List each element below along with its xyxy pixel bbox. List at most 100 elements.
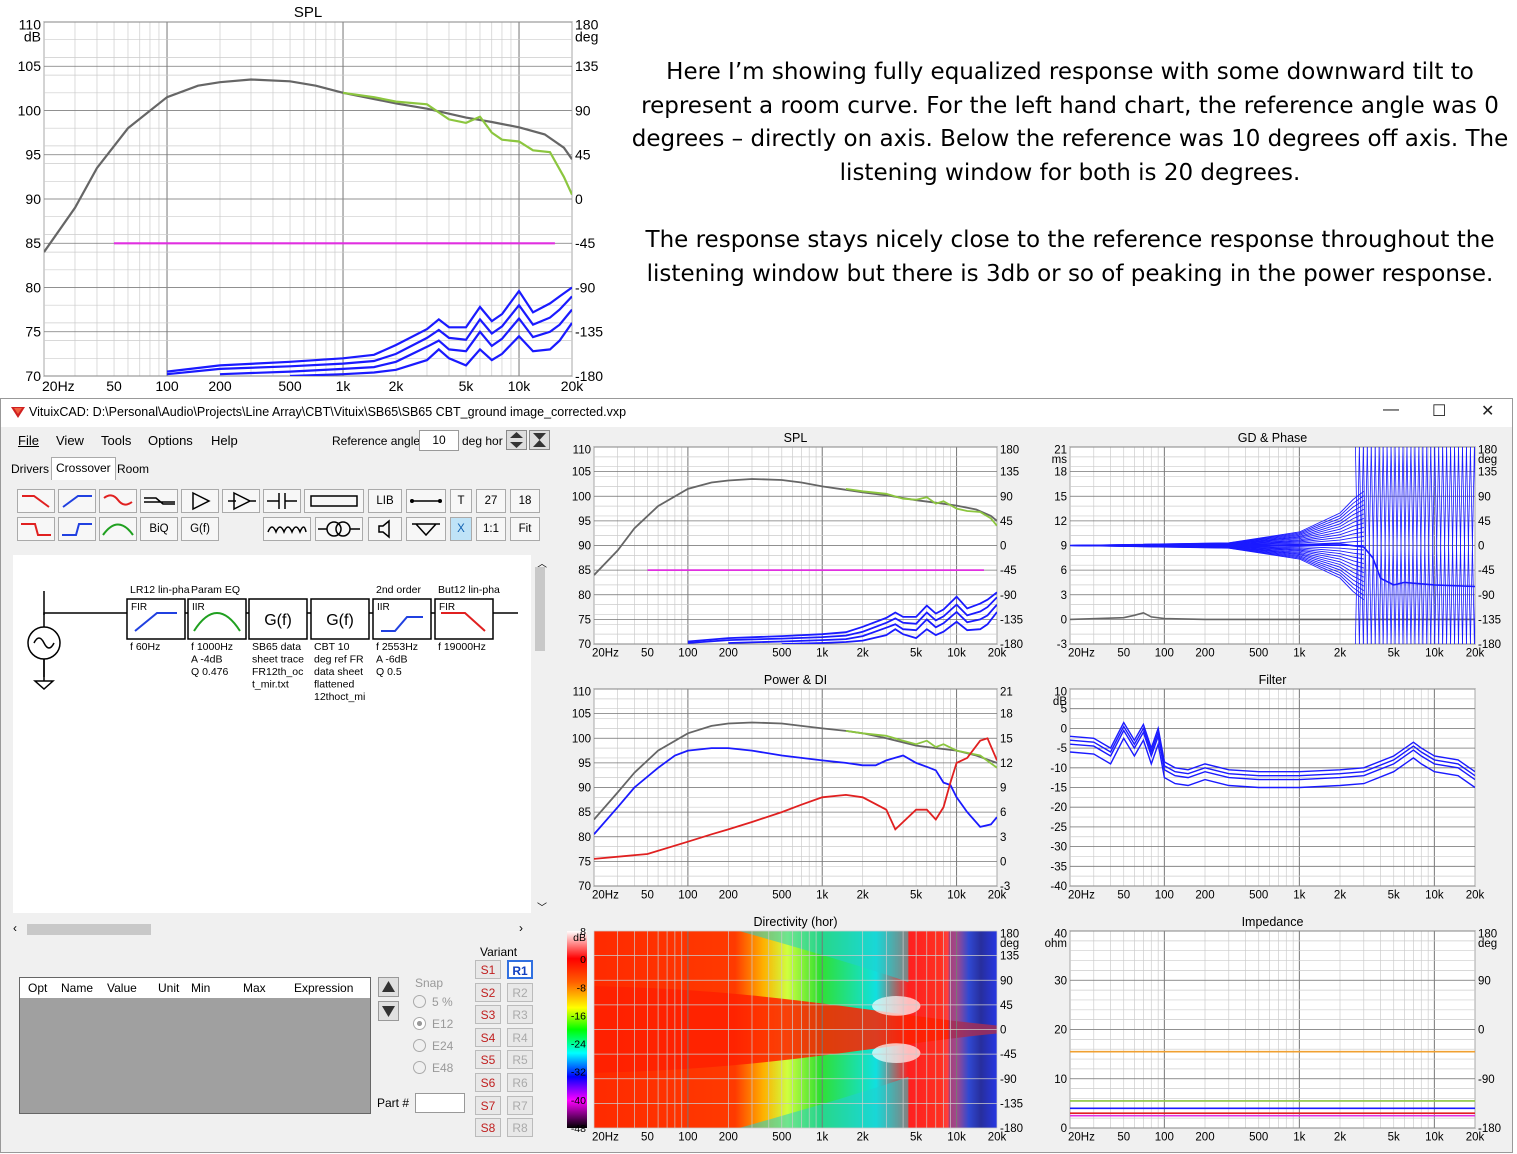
grid-col-value[interactable]: Value bbox=[107, 981, 137, 995]
schematic-canvas[interactable]: LR12 lin-pha FIR f 60Hz Param EQ IIR f 1000Hz… bbox=[13, 555, 531, 913]
variant-r5-button[interactable]: R5 bbox=[507, 1050, 533, 1070]
variant-r3-button[interactable]: R3 bbox=[507, 1005, 533, 1025]
transformer-button[interactable] bbox=[315, 517, 363, 541]
text-button[interactable]: T bbox=[450, 489, 472, 513]
filter-block-6[interactable]: But12 lin-pha FIR f 19000Hz bbox=[434, 584, 500, 653]
snap-option-e24[interactable]: E24 bbox=[413, 1039, 453, 1053]
variant-r7-button[interactable]: R7 bbox=[507, 1095, 533, 1115]
shelf-button[interactable] bbox=[140, 489, 178, 513]
snap-option-e12[interactable]: E12 bbox=[413, 1017, 453, 1031]
schematic-vertical-scrollbar[interactable]: ︿ ﹀ bbox=[533, 555, 547, 914]
lib-button[interactable]: LIB bbox=[368, 489, 402, 513]
reference-spinner[interactable] bbox=[506, 430, 550, 450]
menu-tools[interactable]: Tools bbox=[101, 433, 132, 448]
series-line-blue bbox=[594, 747, 997, 835]
snap-option-e48[interactable]: E48 bbox=[413, 1061, 453, 1075]
grid-col-opt[interactable]: Opt bbox=[28, 981, 48, 995]
variant-s2-button[interactable]: S2 bbox=[475, 982, 501, 1002]
block-param: Q 0.476 bbox=[191, 666, 229, 678]
grid-col-min[interactable]: Min bbox=[191, 981, 211, 995]
tab-room[interactable]: Room bbox=[117, 462, 150, 476]
schematic-horizontal-scrollbar[interactable]: ‹ › bbox=[13, 921, 531, 937]
y2-tick-label: 90 bbox=[1000, 491, 1013, 503]
driver-button[interactable] bbox=[368, 517, 402, 541]
reference-angle-input[interactable]: 10 bbox=[419, 430, 459, 451]
series-line-green bbox=[845, 488, 997, 527]
delete-x-button[interactable]: X bbox=[450, 517, 472, 541]
ground-button[interactable] bbox=[406, 517, 446, 541]
move-buttons[interactable] bbox=[378, 977, 400, 1023]
menu-options[interactable]: Options bbox=[148, 433, 193, 448]
series-line-red bbox=[594, 737, 997, 860]
x-tick-label: 500 bbox=[278, 378, 302, 394]
phase-wrap-line bbox=[1374, 447, 1380, 644]
peaking-green-button[interactable] bbox=[99, 517, 137, 541]
lowpass2-red-button[interactable] bbox=[17, 517, 55, 541]
phase-wrap-line bbox=[1406, 447, 1412, 644]
zoom-1-1-button[interactable]: 1:1 bbox=[476, 517, 506, 541]
block-title: Param EQ bbox=[191, 584, 240, 596]
scroll-up-icon[interactable]: ︿ bbox=[537, 559, 547, 570]
wire-button[interactable] bbox=[406, 489, 446, 513]
y-tick-label: -15 bbox=[1050, 783, 1067, 795]
y-tick-label: 105 bbox=[572, 709, 591, 721]
biquad-button[interactable]: BiQ bbox=[140, 517, 178, 541]
variant-r4-button[interactable]: R4 bbox=[507, 1027, 533, 1047]
delay-button[interactable] bbox=[222, 489, 260, 513]
scroll-down-icon[interactable]: ﹀ bbox=[537, 903, 547, 914]
snap-option-5pct[interactable]: 5 % bbox=[413, 995, 453, 1009]
grid-col-name[interactable]: Name bbox=[61, 981, 94, 995]
variant-s1-button[interactable]: S1 bbox=[475, 960, 501, 979]
variant-r1-button[interactable]: R1 bbox=[507, 960, 533, 979]
tab-crossover[interactable]: Crossover bbox=[51, 457, 116, 480]
scroll-left-icon[interactable]: ‹ bbox=[13, 921, 17, 935]
block-title: But12 lin-pha bbox=[438, 584, 500, 596]
grid-col-unit[interactable]: Unit bbox=[158, 981, 180, 995]
zoom-fit-button[interactable]: Fit bbox=[510, 517, 540, 541]
resistor-button[interactable] bbox=[304, 489, 364, 513]
scroll-right-icon[interactable]: › bbox=[519, 921, 523, 935]
part-number-input[interactable] bbox=[415, 1093, 465, 1113]
grid-col-max[interactable]: Max bbox=[243, 981, 266, 995]
inductor-button[interactable] bbox=[263, 517, 311, 541]
variant-r2-button[interactable]: R2 bbox=[507, 982, 533, 1002]
x-tick-label: 50 bbox=[1117, 890, 1130, 902]
variant-s8-button[interactable]: S8 bbox=[475, 1118, 501, 1138]
optimizer-grid[interactable]: Opt Name Value Unit Min Max Expression bbox=[19, 977, 371, 1114]
menu-help[interactable]: Help bbox=[211, 433, 238, 448]
phase-wrap-line bbox=[1470, 447, 1475, 644]
variant-s5-button[interactable]: S5 bbox=[475, 1050, 501, 1070]
lowpass-red-button[interactable] bbox=[17, 489, 55, 513]
filter-block-1[interactable]: LR12 lin-pha FIR f 60Hz bbox=[126, 584, 190, 653]
grid-col-expression[interactable]: Expression bbox=[294, 981, 354, 995]
schematic-diagram[interactable]: LR12 lin-pha FIR f 60Hz Param EQ IIR f 1000Hz… bbox=[13, 555, 531, 913]
ground-symbol-icon bbox=[33, 659, 55, 691]
variant-r6-button[interactable]: R6 bbox=[507, 1073, 533, 1092]
variant-s3-button[interactable]: S3 bbox=[475, 1005, 501, 1025]
block-param: A -6dB bbox=[376, 654, 408, 666]
variant-s7-button[interactable]: S7 bbox=[475, 1095, 501, 1115]
gain-button[interactable] bbox=[181, 489, 219, 513]
y2-tick-label: -90 bbox=[1000, 1074, 1017, 1086]
order-27-button[interactable]: 27 bbox=[476, 489, 506, 513]
highpass-blue-button[interactable] bbox=[58, 489, 96, 513]
variant-s6-button[interactable]: S6 bbox=[475, 1073, 501, 1092]
capacitor-button[interactable] bbox=[263, 489, 301, 513]
minimize-button[interactable]: — bbox=[1383, 401, 1399, 418]
y-tick-label: 75 bbox=[578, 614, 591, 626]
variant-r8-button[interactable]: R8 bbox=[507, 1118, 533, 1138]
highpass2-blue-button[interactable] bbox=[58, 517, 96, 541]
variant-s4-button[interactable]: S4 bbox=[475, 1027, 501, 1047]
menu-file[interactable]: File bbox=[18, 433, 39, 448]
close-button[interactable]: ✕ bbox=[1481, 403, 1495, 420]
menu-view[interactable]: View bbox=[56, 433, 84, 448]
transfer-function-button[interactable]: G(f) bbox=[181, 517, 219, 541]
allpass-red-button[interactable] bbox=[99, 489, 137, 513]
order-18-button[interactable]: 18 bbox=[510, 489, 540, 513]
maximize-button[interactable]: ☐ bbox=[1432, 403, 1447, 420]
tab-drivers[interactable]: Drivers bbox=[11, 462, 49, 476]
